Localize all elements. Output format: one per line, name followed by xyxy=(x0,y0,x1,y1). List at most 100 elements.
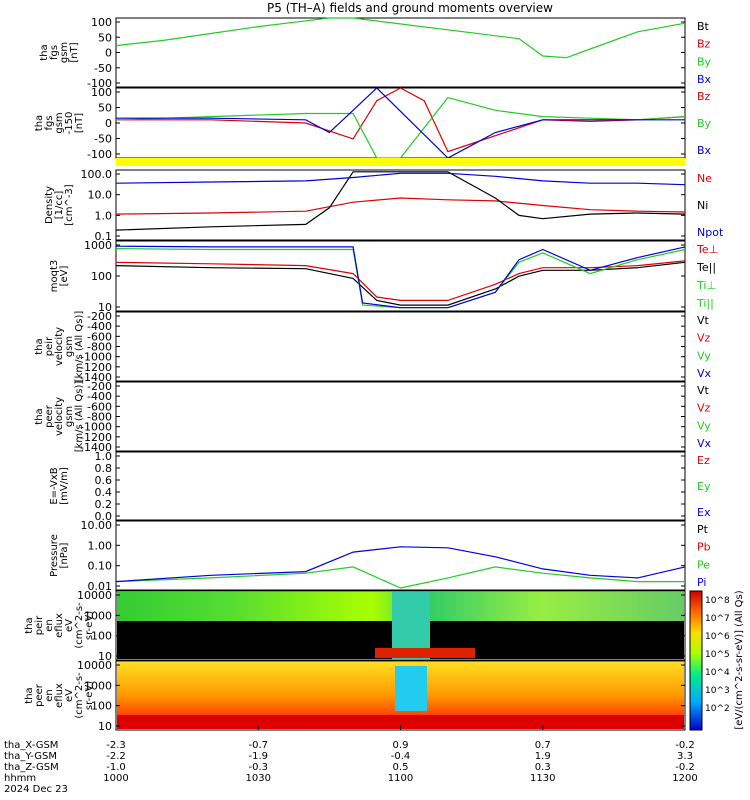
ephemeris-value: 0.3 xyxy=(535,762,551,773)
legend-entry: Ti|| xyxy=(696,297,714,310)
y-tick-label: 10.0 xyxy=(88,189,113,202)
plot-title: P5 (TH–A) fields and ground moments over… xyxy=(267,1,553,15)
series-line xyxy=(115,197,686,215)
panel-frame xyxy=(115,520,686,591)
y-axis-label-line: eflux xyxy=(54,683,65,708)
ephemeris-value: 0.7 xyxy=(535,740,551,751)
legend-entry: By xyxy=(697,117,712,130)
legend-entry: Vx xyxy=(697,367,712,380)
ephemeris-label: tha_Y-GSM xyxy=(4,751,57,762)
legend-entry: Bz xyxy=(697,38,711,51)
ephemeris-value: -1.9 xyxy=(248,751,268,762)
y-axis-label-line: Density xyxy=(44,186,55,224)
panel-vi: -200-400-600-800-1000-1200-1400thapeirve… xyxy=(34,310,712,384)
panel-frame xyxy=(115,87,686,159)
y-axis-label-line: tha xyxy=(24,617,35,633)
y-axis-label-line: gsm xyxy=(59,42,70,63)
panel-frame xyxy=(115,311,686,382)
ephemeris-label: hhmm xyxy=(4,773,36,784)
legend-entry: Bx xyxy=(697,144,712,157)
y-tick-label: 50 xyxy=(98,102,112,115)
ephemeris-value: -2.3 xyxy=(106,740,126,751)
y-axis-label-line: eV xyxy=(64,619,75,632)
y-axis-label-line: moqt3 xyxy=(49,260,60,293)
ephemeris-value: -0.2 xyxy=(675,740,695,751)
legend-entry: Ex xyxy=(697,506,711,519)
ephemeris-value: -2.2 xyxy=(106,751,126,762)
y-axis-label-line: E=-VxB xyxy=(49,467,60,504)
y-tick-label: 10 xyxy=(98,650,112,663)
legend-entry: Pe xyxy=(697,558,710,571)
y-tick-label: 10000 xyxy=(77,659,112,672)
y-tick-label: 1000 xyxy=(84,239,112,252)
ephemeris-value: 1100 xyxy=(388,773,413,784)
ephemeris-value: 1130 xyxy=(530,773,555,784)
y-axis-label-line: [cm^-3] xyxy=(64,184,75,225)
legend-entry: Vt xyxy=(697,314,710,327)
y-axis-label-line: [eV] xyxy=(59,266,70,287)
y-axis-label: thapeirenefluxeV(cm^2-s-sr-eV) xyxy=(24,602,95,649)
y-axis-label-line: (cm^2-s- xyxy=(74,672,85,719)
y-tick-label: 50 xyxy=(98,31,112,44)
y-axis-label-line: peer xyxy=(44,404,55,428)
y-axis-label-line: -150 xyxy=(64,112,75,135)
ephemeris-value: 1.9 xyxy=(535,751,551,762)
y-axis-label-line: en xyxy=(44,689,55,702)
legend-entry: Ey xyxy=(697,480,711,493)
spectrogram-core xyxy=(395,666,427,711)
time-axis: tha_X-GSM -2.3 -0.7 0.9 0.7 -0.2 tha_Y-GSM -2.2… xyxy=(4,725,698,795)
legend-entry: Vt xyxy=(697,384,710,397)
y-tick-label: -100 xyxy=(87,148,112,161)
panel-ve: -200-400-600-800-1000-1200-1400thapeerve… xyxy=(34,380,712,454)
y-axis-label-line: gsm xyxy=(54,112,65,133)
spectrogram-band xyxy=(375,648,475,658)
series-line xyxy=(116,87,685,159)
series-line xyxy=(115,245,686,309)
ephemeris-value: -1.0 xyxy=(106,762,126,773)
legend-entry: Pt xyxy=(697,523,709,536)
colorbar-tick: 10^5 xyxy=(705,650,730,660)
y-axis-label-line: gsm xyxy=(64,336,75,357)
legend-entry: Ni xyxy=(697,199,708,212)
ephemeris-label: tha_Z-GSM xyxy=(4,762,59,773)
legend-entry: Bx xyxy=(697,73,712,86)
legend-entry: Bz xyxy=(697,90,711,103)
series-line xyxy=(115,261,686,306)
y-tick-label: 10000 xyxy=(77,589,112,602)
legend-entry: Ez xyxy=(697,454,710,467)
y-tick-label: 0.2 xyxy=(95,498,113,511)
y-tick-label: 10 xyxy=(98,720,112,733)
series-line xyxy=(115,171,686,231)
colorbar-tick: 10^4 xyxy=(705,668,730,678)
y-axis-label: Density[1/cc][cm^-3] xyxy=(44,184,75,225)
y-tick-label: 1.0 xyxy=(95,209,113,222)
y-axis-label-line: [km/s (All Qs)] xyxy=(74,381,85,453)
panel-temp: 1000 100 10 moqt3[eV] Te⊥ Te|| Ti⊥ Ti|| xyxy=(49,239,718,314)
y-tick-label: -800 xyxy=(87,341,112,354)
y-axis-label-line: fgs xyxy=(44,115,55,130)
legend-entry: Pb xyxy=(697,541,711,554)
y-axis-label-line: velocity xyxy=(54,397,65,436)
y-axis-label-line: [nT] xyxy=(69,42,80,62)
y-tick-label: 0.6 xyxy=(95,474,113,487)
y-axis-label-line: [nPa] xyxy=(59,542,70,568)
y-tick-label: -1000 xyxy=(80,421,112,434)
ephemeris-value: 0.9 xyxy=(393,740,409,751)
legend-entry: Vx xyxy=(697,437,712,450)
panel-ion_spec: 10000100010010thapeirenefluxeV(cm^2-s-sr… xyxy=(24,589,686,663)
y-tick-label: 0.1 xyxy=(95,230,113,243)
date-label: 2024 Dec 23 xyxy=(4,784,68,795)
colorbar-tick: 10^6 xyxy=(705,632,730,642)
colorbar-gradient xyxy=(689,590,703,731)
y-tick-label: -600 xyxy=(87,330,112,343)
panel-frame xyxy=(115,381,686,452)
y-axis-label-line: gsm xyxy=(64,406,75,427)
y-tick-label: 1000 xyxy=(84,679,112,692)
y-axis-label-line: (cm^2-s- xyxy=(74,602,85,649)
y-axis-label-line: velocity xyxy=(54,327,65,366)
series-line xyxy=(115,17,686,59)
legend-entry: Vz xyxy=(697,402,711,415)
y-tick-label: 0.10 xyxy=(88,560,113,573)
legend-entry: Te⊥ xyxy=(696,243,718,256)
